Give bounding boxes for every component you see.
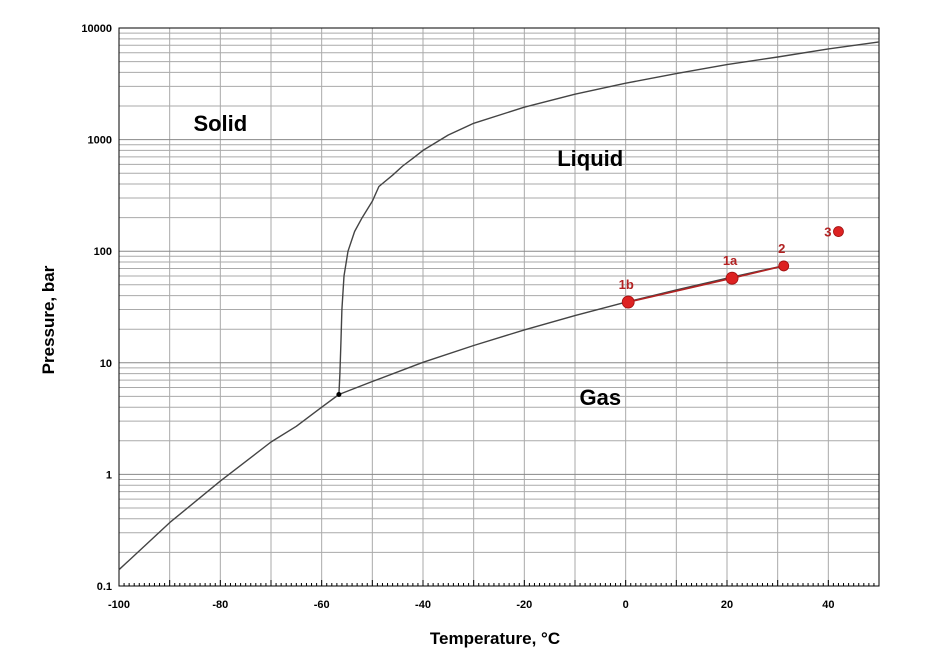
y-tick-label: 0.1 [97, 581, 112, 593]
state-point-1a [725, 271, 739, 285]
y-axis-title: Pressure, bar [39, 265, 58, 374]
x-tick-label: -20 [516, 599, 532, 611]
process-path [628, 265, 784, 303]
y-tick-label: 10 [100, 358, 112, 370]
state-point-label: 1b [619, 277, 634, 292]
region-label-liquid: Liquid [557, 146, 623, 171]
tick-labels: -100 -80 -60 -40 -20 0 20 40 0.1 1 10 100 1000 10000 [81, 23, 834, 611]
sublimation-curve [118, 393, 340, 571]
region-labels: Solid Liquid Gas [193, 111, 623, 410]
phase-boundaries [118, 41, 880, 571]
region-label-gas: Gas [580, 385, 622, 410]
state-point-2 [778, 260, 790, 272]
x-tick-label: 40 [822, 599, 834, 611]
axis-ticks [118, 580, 880, 586]
vaporization-curve [338, 265, 783, 396]
state-point-3 [833, 226, 844, 237]
grid-lines [118, 28, 880, 587]
state-point-label: 2 [778, 241, 785, 256]
x-axis-title: Temperature, °C [430, 629, 560, 648]
state-point-1b [621, 295, 635, 309]
x-tick-label: -40 [415, 599, 431, 611]
state-point-label: 3 [824, 225, 831, 240]
y-tick-label: 10000 [81, 23, 112, 35]
melting-curve [338, 41, 880, 395]
process-line [628, 265, 784, 303]
state-points: 1b 1a 2 3 [619, 225, 844, 309]
y-tick-label: 1 [106, 469, 112, 481]
region-label-solid: Solid [193, 111, 247, 136]
y-tick-label: 1000 [88, 135, 112, 147]
triple-point [336, 391, 342, 397]
x-tick-label: -60 [314, 599, 330, 611]
x-tick-label: -100 [108, 599, 130, 611]
x-tick-label: 0 [623, 599, 629, 611]
y-tick-label: 100 [94, 246, 112, 258]
x-tick-label: 20 [721, 599, 733, 611]
state-point-label: 1a [723, 253, 738, 268]
x-tick-label: -80 [212, 599, 228, 611]
